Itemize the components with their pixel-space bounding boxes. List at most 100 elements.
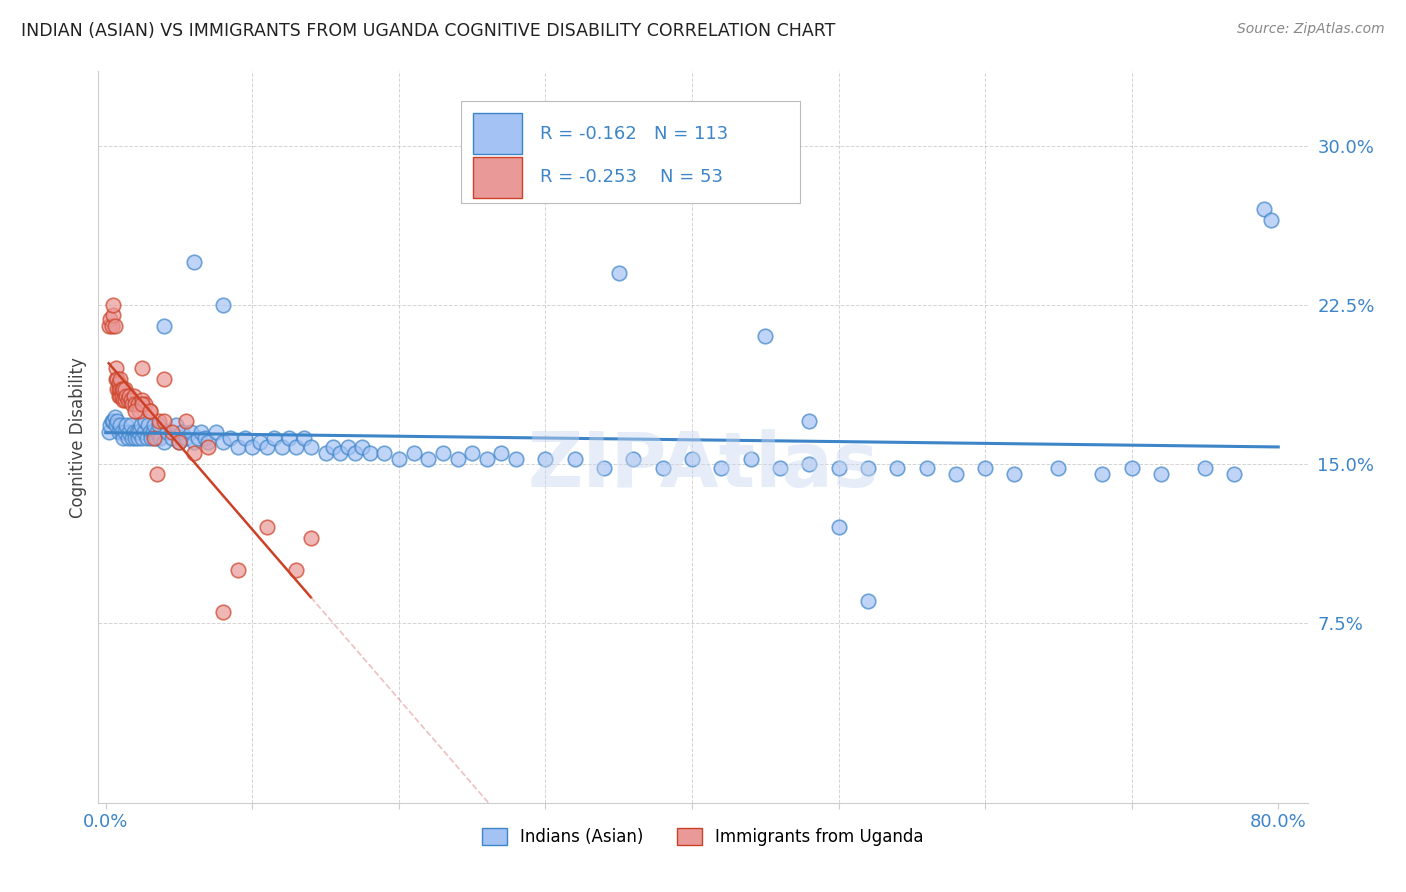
- Point: [856, 460, 879, 475]
- Point: [226, 440, 249, 454]
- Legend: Indians (Asian), Immigrants from Uganda: Indians (Asian), Immigrants from Uganda: [475, 822, 931, 853]
- Point: [827, 520, 849, 534]
- Point: [915, 460, 938, 475]
- FancyBboxPatch shape: [461, 101, 800, 203]
- Point: [1091, 467, 1114, 482]
- Point: [121, 431, 143, 445]
- Point: [111, 389, 134, 403]
- Point: [153, 414, 176, 428]
- Point: [1194, 460, 1216, 475]
- Point: [129, 418, 152, 433]
- Point: [149, 431, 172, 445]
- Point: [176, 414, 198, 428]
- Point: [292, 431, 315, 445]
- Point: [285, 440, 308, 454]
- Point: [124, 403, 146, 417]
- Point: [1004, 467, 1026, 482]
- Point: [138, 425, 160, 439]
- Point: [114, 425, 136, 439]
- Point: [827, 460, 849, 475]
- Point: [143, 431, 166, 445]
- Point: [343, 446, 366, 460]
- Point: [124, 431, 146, 445]
- Point: [856, 594, 879, 608]
- Point: [112, 392, 135, 407]
- Point: [564, 452, 586, 467]
- Point: [315, 446, 337, 460]
- Point: [145, 431, 167, 445]
- Point: [153, 318, 176, 333]
- Point: [183, 446, 205, 460]
- Point: [256, 520, 278, 534]
- Point: [142, 425, 165, 439]
- Point: [115, 389, 138, 403]
- Point: [125, 425, 148, 439]
- Point: [167, 435, 190, 450]
- FancyBboxPatch shape: [474, 157, 522, 197]
- Point: [233, 431, 256, 445]
- Point: [299, 440, 322, 454]
- Point: [249, 435, 271, 450]
- Point: [131, 431, 153, 445]
- Point: [124, 397, 146, 411]
- Point: [101, 297, 124, 311]
- Point: [886, 460, 908, 475]
- Point: [135, 431, 157, 445]
- Text: R = -0.162   N = 113: R = -0.162 N = 113: [540, 125, 728, 143]
- Point: [112, 431, 135, 445]
- Text: Source: ZipAtlas.com: Source: ZipAtlas.com: [1237, 22, 1385, 37]
- Point: [754, 329, 776, 343]
- Point: [134, 397, 156, 411]
- Point: [114, 383, 136, 397]
- Point: [373, 446, 395, 460]
- Point: [593, 460, 616, 475]
- Point: [110, 372, 132, 386]
- Point: [256, 440, 278, 454]
- Point: [117, 431, 139, 445]
- Point: [117, 392, 139, 407]
- Point: [111, 383, 134, 397]
- Point: [103, 409, 125, 424]
- Point: [110, 383, 132, 397]
- Point: [278, 431, 301, 445]
- Point: [491, 446, 513, 460]
- Point: [160, 425, 183, 439]
- Point: [187, 431, 209, 445]
- Point: [418, 452, 440, 467]
- Point: [97, 318, 120, 333]
- Point: [212, 435, 235, 450]
- Point: [1150, 467, 1173, 482]
- Point: [974, 460, 997, 475]
- Point: [127, 397, 149, 411]
- Point: [110, 389, 132, 403]
- Point: [769, 460, 792, 475]
- Point: [115, 418, 138, 433]
- Point: [197, 440, 219, 454]
- Point: [270, 440, 292, 454]
- Point: [945, 467, 967, 482]
- Point: [101, 414, 124, 428]
- Point: [98, 418, 121, 433]
- Point: [153, 372, 176, 386]
- Point: [105, 361, 128, 376]
- Point: [183, 435, 205, 450]
- Point: [329, 446, 352, 460]
- Point: [105, 418, 128, 433]
- Point: [108, 383, 131, 397]
- Point: [240, 440, 263, 454]
- Point: [148, 414, 170, 428]
- Point: [120, 418, 142, 433]
- Point: [388, 452, 411, 467]
- Point: [299, 531, 322, 545]
- Point: [127, 431, 149, 445]
- Point: [98, 312, 121, 326]
- Point: [97, 425, 120, 439]
- Point: [131, 397, 153, 411]
- Point: [110, 418, 132, 433]
- Point: [114, 392, 136, 407]
- Point: [336, 440, 359, 454]
- Point: [176, 431, 198, 445]
- Point: [197, 435, 219, 450]
- Point: [112, 383, 135, 397]
- Point: [156, 425, 179, 439]
